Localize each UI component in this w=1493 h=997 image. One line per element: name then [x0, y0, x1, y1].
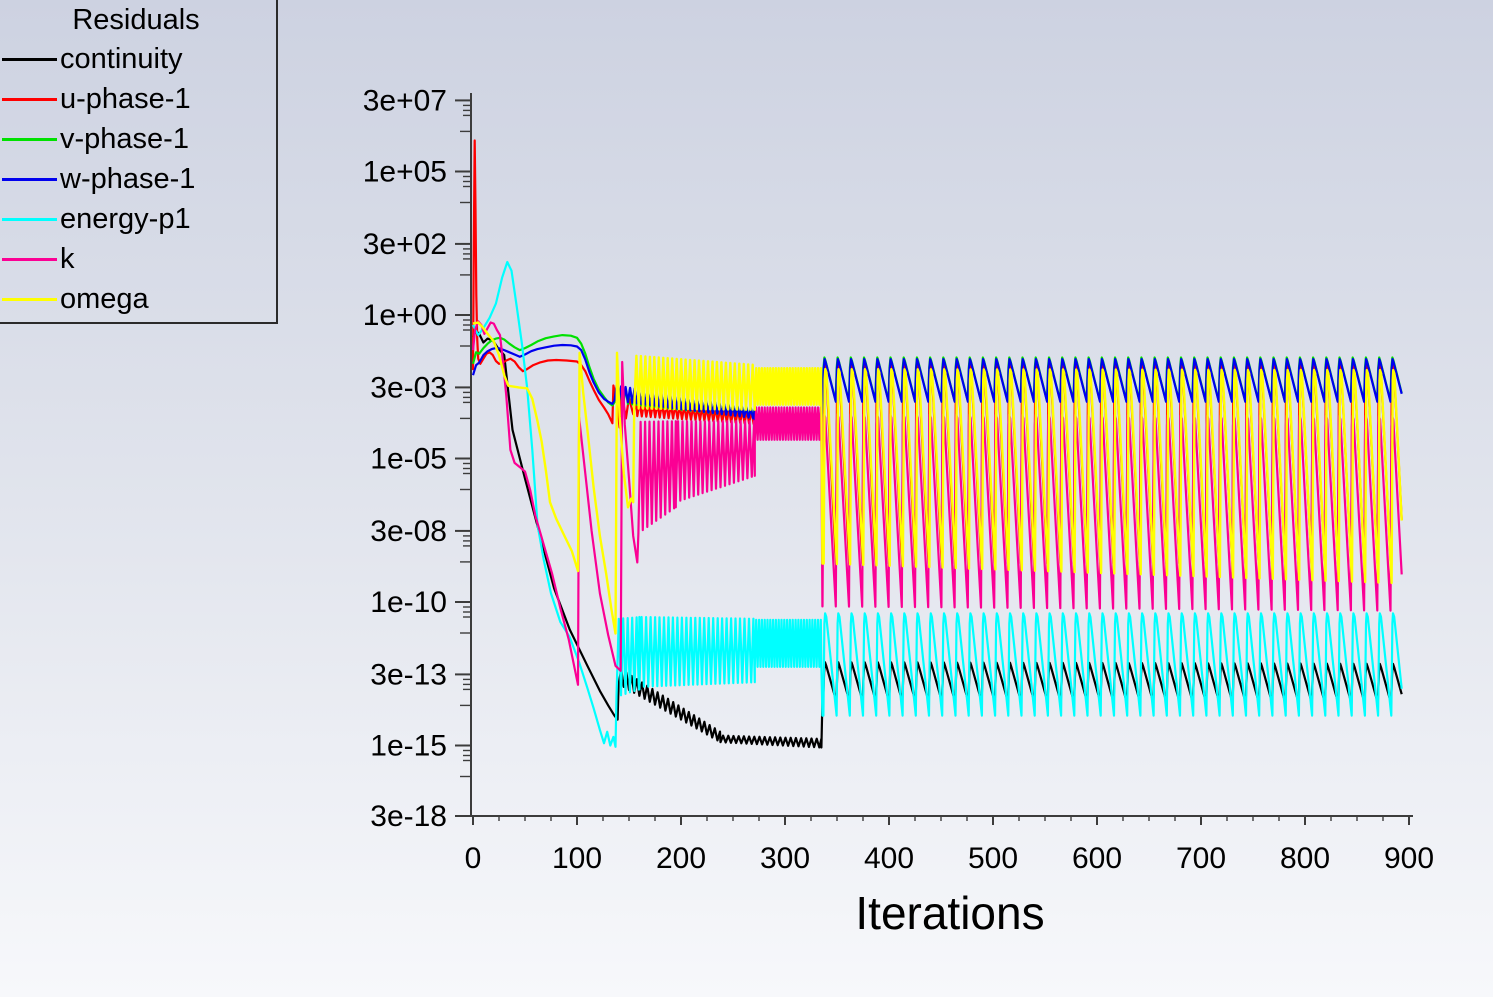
legend-swatch-energy-p1 [2, 218, 57, 221]
series-u-phase-1-line [471, 139, 1403, 565]
y-tick-label: 1e+00 [363, 299, 447, 332]
legend-swatch-v-phase-1 [2, 138, 57, 141]
x-tick-label: 400 [864, 842, 914, 875]
x-axis-title: Iterations [855, 887, 1045, 939]
x-tick-label: 100 [552, 842, 602, 875]
legend-swatch-u-phase-1 [2, 98, 57, 101]
axes: 3e+07 1e+05 3e+02 1e+00 3e-03 1e-05 3e-08 1e-10… [363, 84, 1434, 875]
y-tick-label: 3e-03 [370, 371, 447, 404]
y-tick-label: 3e-13 [370, 658, 447, 691]
y-tick-label: 3e-08 [370, 515, 447, 548]
legend-item-continuity: continuity [0, 39, 272, 79]
x-tick-label: 0 [465, 842, 482, 875]
y-tick-label: 3e+07 [363, 84, 447, 117]
legend-item-label: w-phase-1 [60, 163, 196, 195]
x-tick-label: 800 [1280, 842, 1330, 875]
series-omega-line [472, 321, 1403, 635]
y-tick-label: 1e-05 [370, 443, 447, 476]
legend-item-label: continuity [60, 43, 183, 75]
series-energy-p1-line [472, 260, 1403, 748]
legend-item-u-phase-1: u-phase-1 [0, 79, 272, 119]
x-tick-label: 700 [1176, 842, 1226, 875]
legend-title: Residuals [72, 4, 200, 36]
legend-box: Residuals continuity u-phase-1 v-phase-1 w-… [0, 0, 278, 324]
y-tick-label: 1e-10 [370, 586, 447, 619]
legend-swatch-continuity [2, 58, 57, 61]
legend-item-k: k [0, 239, 272, 279]
series-group [471, 139, 1403, 749]
y-tick-label: 1e-15 [370, 730, 447, 763]
legend-item-w-phase-1: w-phase-1 [0, 159, 272, 199]
legend-item-label: u-phase-1 [60, 83, 191, 115]
x-tick-label: 200 [656, 842, 706, 875]
legend-swatch-omega [2, 298, 57, 301]
y-tick-label: 1e+05 [363, 156, 447, 189]
x-tick-label: 300 [760, 842, 810, 875]
x-tick-label: 500 [968, 842, 1018, 875]
legend-swatch-w-phase-1 [2, 178, 57, 181]
legend-item-label: omega [60, 283, 149, 315]
legend-item-omega: omega [0, 279, 272, 319]
x-tick-label: 900 [1384, 842, 1434, 875]
legend-item-label: k [60, 243, 75, 275]
x-tick-label: 600 [1072, 842, 1122, 875]
legend-item-label: energy-p1 [60, 203, 191, 235]
legend-item-label: v-phase-1 [60, 123, 189, 155]
legend-swatch-k [2, 258, 57, 261]
y-tick-label: 3e-18 [370, 800, 447, 833]
legend-item-v-phase-1: v-phase-1 [0, 119, 272, 159]
y-tick-label: 3e+02 [363, 228, 447, 261]
legend-item-energy-p1: energy-p1 [0, 199, 272, 239]
